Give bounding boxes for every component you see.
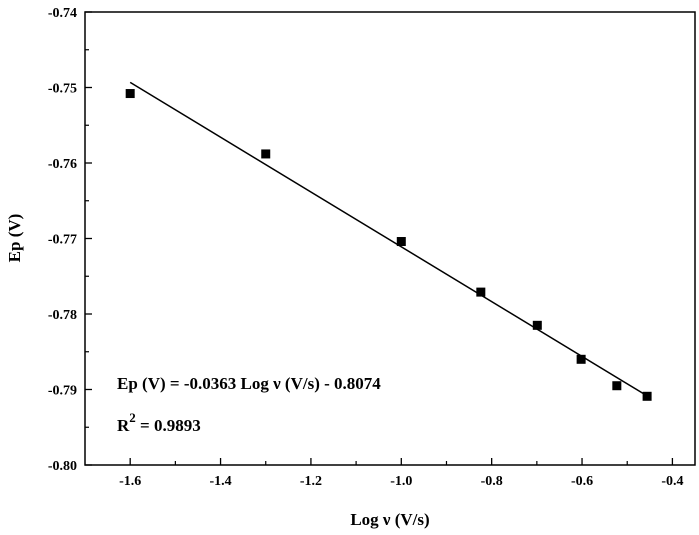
data-point [261, 149, 271, 159]
r-squared: R2 = 0.9893 [117, 410, 201, 435]
x-axis-label: Log ν (V/s) [350, 510, 429, 529]
x-tick-label: -0.8 [481, 474, 503, 489]
data-point [476, 287, 486, 297]
y-tick-label: -0.75 [48, 82, 77, 97]
fit-line-group [129, 81, 648, 397]
y-tick-label: -0.80 [48, 459, 77, 474]
r-squared-value: = 0.9893 [136, 416, 201, 435]
data-point [642, 391, 652, 401]
y-tick-label: -0.78 [48, 308, 77, 323]
y-axis-label: Ep (V) [5, 214, 24, 263]
y-tick-label: -0.77 [48, 233, 77, 248]
data-point [396, 237, 406, 247]
r-squared-sup: 2 [129, 410, 136, 425]
fit-equation: Ep (V) = -0.0363 Log ν (V/s) - 0.8074 [117, 374, 381, 393]
y-tick-label: -0.76 [48, 157, 77, 172]
x-tick-label: -0.4 [661, 474, 683, 489]
data-points [125, 89, 652, 401]
y-tick-label: -0.74 [48, 6, 77, 21]
data-point [576, 354, 586, 364]
ticks [85, 11, 674, 466]
y-tick-label: -0.79 [48, 384, 77, 399]
r-squared-prefix: R [117, 416, 130, 435]
tick-labels: -1.6 -1.4 -1.2 -1.0 -0.8 -0.6 -0.4 -0.74 -0.75 -0… [48, 6, 684, 489]
x-tick-label: -1.4 [209, 474, 231, 489]
x-tick-label: -0.6 [571, 474, 593, 489]
data-point [532, 320, 542, 330]
x-tick-label: -1.0 [390, 474, 412, 489]
plot-frame [84, 11, 696, 466]
x-tick-label: -1.6 [119, 474, 141, 489]
data-point [125, 89, 135, 99]
x-tick-label: -1.2 [300, 474, 322, 489]
data-point [612, 381, 622, 391]
fit-line [129, 81, 648, 397]
